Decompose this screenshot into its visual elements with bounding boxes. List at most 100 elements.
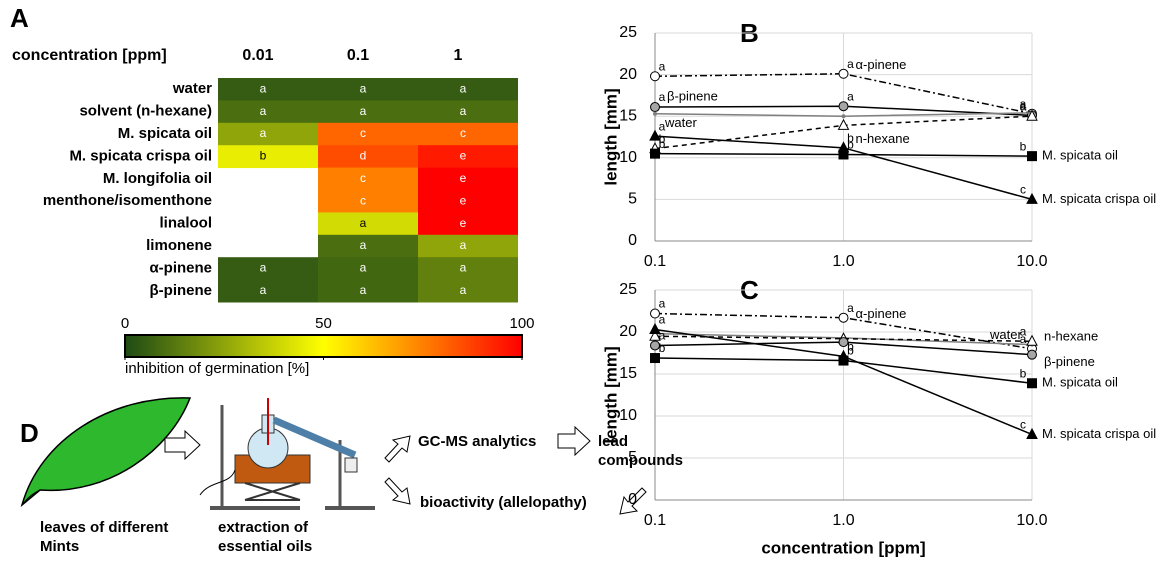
marker [653, 111, 657, 116]
marker [1027, 151, 1037, 162]
cell-letter: d [360, 149, 367, 163]
cell-letter: a [460, 283, 467, 297]
series-label: M. spicata crispa oil [1042, 191, 1156, 206]
marker [649, 322, 661, 334]
row-label: M. longifolia oil [103, 170, 212, 187]
point-letter: a [1020, 324, 1027, 338]
point-letter: b [659, 341, 666, 355]
diagram-label: leaves of different Mints [40, 519, 169, 555]
row-label: α-pinene [149, 259, 212, 276]
cell-letter: a [460, 238, 467, 252]
point-letter: a [847, 57, 854, 71]
cell-letter: b [260, 149, 267, 163]
diagram-label: GC-MS analytics [418, 433, 537, 450]
point-letter: a [659, 90, 666, 104]
y-tick-label: 0 [628, 232, 637, 249]
point-letter: a [659, 313, 666, 327]
row-label: water [172, 80, 212, 97]
marker [837, 349, 850, 361]
cell-letter: a [360, 216, 367, 230]
x-axis-title: concentration [ppm] [761, 538, 925, 557]
point-letter: b [847, 344, 854, 358]
panel-letter: D [20, 418, 39, 448]
x-tick-label: 10.0 [1016, 512, 1047, 529]
series-label: n-hexane [856, 131, 910, 146]
arrow [384, 477, 411, 505]
row-label: β-pinene [150, 282, 213, 299]
marker [838, 312, 849, 323]
marker [1026, 109, 1038, 121]
cell-letter: a [260, 283, 267, 297]
point-letter: c [1020, 183, 1026, 197]
y-axis-title: length [mm] [601, 88, 620, 185]
row-label: linalool [160, 215, 213, 232]
x-tick-label: 10.0 [1016, 253, 1047, 270]
heatmap-cell [318, 167, 418, 191]
heatmap-cell [318, 257, 418, 281]
y-tick-label: 20 [619, 66, 637, 83]
series-label: β-pinene [1044, 354, 1095, 369]
heatmap-cell [218, 100, 318, 124]
marker [841, 114, 846, 119]
y-tick-label: 25 [619, 24, 637, 41]
row-label: solvent (n-hexane) [79, 103, 212, 120]
arrow [557, 425, 591, 457]
heatmap-cell [318, 234, 418, 258]
leaf [20, 397, 192, 508]
heatmap-cell [318, 122, 418, 146]
row-label: M. spicata crispa oil [69, 147, 212, 164]
y-axis-title: length [mm] [601, 346, 620, 443]
point-letter: a [1020, 99, 1027, 113]
series-label: M. spicata crispa oil [1042, 426, 1156, 441]
point-letter: b [847, 138, 854, 152]
series-line [654, 312, 1033, 350]
cell-letter: c [360, 171, 366, 185]
marker [837, 118, 850, 130]
column-label: 0.01 [242, 47, 273, 64]
y-tick-label: 15 [619, 107, 637, 124]
heatmap-cell [418, 279, 518, 303]
row-label: M. spicata oil [118, 125, 212, 142]
cell-letter: a [260, 126, 267, 140]
colorbar-tick-label: 0 [121, 315, 129, 332]
series-label: water [664, 115, 697, 130]
heatmap-cell [218, 122, 318, 146]
marker [1027, 349, 1037, 360]
point-letter: a [659, 119, 666, 133]
row-label: menthone/isomenthone [43, 192, 212, 209]
colorbar-label: inhibition of germination [%] [125, 360, 309, 377]
heatmap-cell [318, 279, 418, 303]
panel-letter: A [10, 3, 29, 33]
cell-letter: c [460, 126, 466, 140]
point-letter: a [659, 59, 666, 73]
heatmap-cell [418, 122, 518, 146]
point-letter: b [847, 340, 854, 354]
cell-letter: a [360, 261, 367, 275]
cell-letter: a [360, 81, 367, 95]
cell-letter: a [260, 261, 267, 275]
apparatus [199, 398, 375, 510]
marker [650, 148, 660, 159]
series-label: water [989, 327, 1022, 342]
cell-letter: e [460, 216, 467, 230]
cell-letter: a [360, 104, 367, 118]
colorbar-tick-label: 100 [509, 315, 534, 332]
column-label: 0.1 [347, 47, 369, 64]
marker [649, 129, 661, 141]
y-tick-label: 5 [628, 449, 637, 466]
heatmap-cell [318, 190, 418, 213]
cell-letter: e [460, 193, 467, 207]
heatmap-cell [318, 212, 418, 236]
marker [1027, 378, 1037, 389]
arrow [384, 435, 411, 463]
diagram-label: bioactivity (allelopathy) [420, 494, 587, 511]
marker [650, 102, 660, 113]
marker [1026, 427, 1038, 439]
y-tick-label: 5 [628, 191, 637, 208]
cell-letter: c [360, 193, 366, 207]
point-letter: b [1020, 366, 1027, 380]
heatmap-cell [218, 257, 318, 281]
y-tick-label: 25 [619, 281, 637, 298]
point-letter: a [847, 301, 854, 315]
